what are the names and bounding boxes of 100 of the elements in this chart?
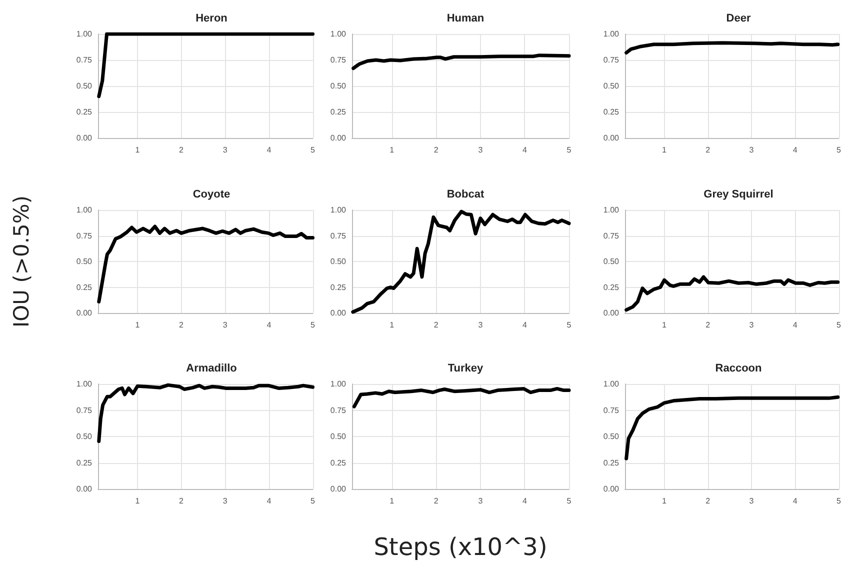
- x-tick-label: 2: [179, 320, 184, 330]
- x-tick-label: 4: [792, 496, 798, 506]
- chart-title: Heron: [196, 12, 228, 24]
- x-tick-label: 2: [434, 496, 439, 506]
- y-tick-label: 0.75: [76, 406, 93, 415]
- line-series: [624, 41, 840, 54]
- x-tick-label: 3: [478, 320, 484, 330]
- x-tick-label: 1: [390, 496, 395, 506]
- x-tick-label: 5: [566, 496, 572, 506]
- y-tick-label: 0.75: [603, 231, 620, 240]
- x-tick-label: 1: [390, 320, 395, 330]
- x-tick-label: 2: [179, 496, 184, 506]
- y-tick-label: 0.75: [603, 406, 620, 415]
- y-tick-label: 0.00: [603, 134, 620, 142]
- x-tick-label: 3: [749, 146, 754, 154]
- y-tick-label: 0.25: [330, 108, 347, 116]
- x-tick-label: 5: [836, 496, 842, 506]
- line-series: [351, 210, 571, 314]
- y-tick-label: 0.50: [76, 257, 93, 266]
- y-tick-label: 0.50: [76, 82, 93, 90]
- x-tick-label: 2: [706, 496, 711, 506]
- x-tick-label: 4: [522, 320, 528, 330]
- y-tick-label: 1.00: [603, 206, 620, 214]
- x-tick-label: 2: [434, 146, 439, 154]
- y-tick-label: 0.50: [603, 257, 620, 266]
- y-tick-label: 0.75: [330, 231, 347, 240]
- y-tick-label: 0.00: [330, 134, 347, 142]
- y-tick-label: 1.00: [330, 206, 347, 214]
- chart-title: Grey Squirrel: [704, 188, 774, 200]
- x-tick-label: 3: [749, 320, 754, 330]
- y-tick-label: 0.25: [330, 282, 347, 292]
- y-tick-label: 0.00: [76, 134, 93, 142]
- y-axis-title: IOU (>0.5%): [10, 195, 34, 328]
- y-tick-label: 0.75: [603, 56, 620, 64]
- chart-title: Armadillo: [186, 362, 238, 374]
- y-tick-label: 0.00: [603, 308, 620, 318]
- x-tick-label: 4: [792, 320, 798, 330]
- x-tick-label: 3: [222, 496, 228, 506]
- y-tick-label: 0.50: [330, 257, 347, 266]
- y-tick-label: 0.75: [330, 56, 347, 64]
- x-tick-label: 5: [310, 496, 316, 506]
- y-tick-label: 0.75: [76, 56, 93, 64]
- chart-title: Deer: [726, 12, 752, 24]
- line-series: [624, 395, 840, 460]
- x-tick-label: 4: [266, 320, 272, 330]
- y-tick-label: 1.00: [603, 380, 620, 388]
- x-tick-label: 5: [310, 146, 316, 154]
- x-tick-label: 1: [662, 496, 668, 506]
- y-tick-label: 0.25: [603, 282, 620, 292]
- x-tick-label: 4: [522, 146, 528, 154]
- chart-title: Human: [446, 12, 484, 24]
- y-tick-label: 0.50: [76, 432, 93, 441]
- x-tick-label: 5: [836, 320, 842, 330]
- x-tick-label: 3: [222, 320, 228, 330]
- y-tick-label: 0.75: [76, 231, 93, 240]
- y-tick-label: 1.00: [76, 380, 93, 388]
- y-tick-label: 0.75: [330, 406, 347, 415]
- x-tick-label: 1: [662, 320, 668, 330]
- x-tick-label: 4: [792, 146, 798, 154]
- y-tick-label: 0.25: [330, 458, 347, 468]
- y-tick-label: 1.00: [603, 30, 620, 38]
- y-tick-label: 0.00: [603, 484, 620, 494]
- y-tick-label: 0.50: [330, 82, 347, 90]
- y-tick-label: 0.25: [76, 282, 93, 292]
- x-tick-label: 2: [706, 146, 711, 154]
- chart-title: Raccoon: [715, 362, 762, 374]
- x-tick-label: 3: [222, 146, 228, 154]
- x-tick-label: 1: [135, 496, 140, 506]
- x-tick-label: 3: [749, 496, 754, 506]
- y-tick-label: 0.00: [330, 484, 347, 494]
- y-tick-label: 0.00: [76, 308, 93, 318]
- x-tick-label: 5: [566, 320, 572, 330]
- chart-title: Coyote: [192, 188, 230, 200]
- line-series: [97, 224, 315, 304]
- chart-title: Turkey: [448, 362, 484, 374]
- y-tick-label: 0.00: [330, 308, 347, 318]
- y-tick-label: 0.25: [76, 458, 93, 468]
- y-tick-label: 0.25: [76, 108, 93, 116]
- x-tick-label: 4: [522, 496, 528, 506]
- x-tick-label: 1: [662, 146, 668, 154]
- y-tick-label: 1.00: [76, 30, 93, 38]
- x-tick-label: 5: [310, 320, 316, 330]
- y-tick-label: 0.25: [603, 108, 620, 116]
- y-tick-label: 0.25: [603, 458, 620, 468]
- y-tick-label: 0.50: [603, 432, 620, 441]
- x-tick-label: 3: [478, 496, 484, 506]
- x-tick-label: 4: [266, 496, 272, 506]
- line-series: [352, 386, 571, 408]
- y-tick-label: 0.00: [76, 484, 93, 494]
- y-tick-label: 0.50: [330, 432, 347, 441]
- x-axis-title: Steps (x10^3): [374, 533, 548, 561]
- x-tick-label: 1: [135, 320, 140, 330]
- y-tick-label: 1.00: [330, 30, 347, 38]
- chart-title: Bobcat: [446, 188, 484, 200]
- x-tick-label: 2: [434, 320, 439, 330]
- x-tick-label: 2: [706, 320, 711, 330]
- y-tick-label: 1.00: [330, 380, 347, 388]
- line-series: [352, 54, 571, 70]
- x-tick-label: 4: [266, 146, 272, 154]
- x-tick-label: 2: [179, 146, 184, 154]
